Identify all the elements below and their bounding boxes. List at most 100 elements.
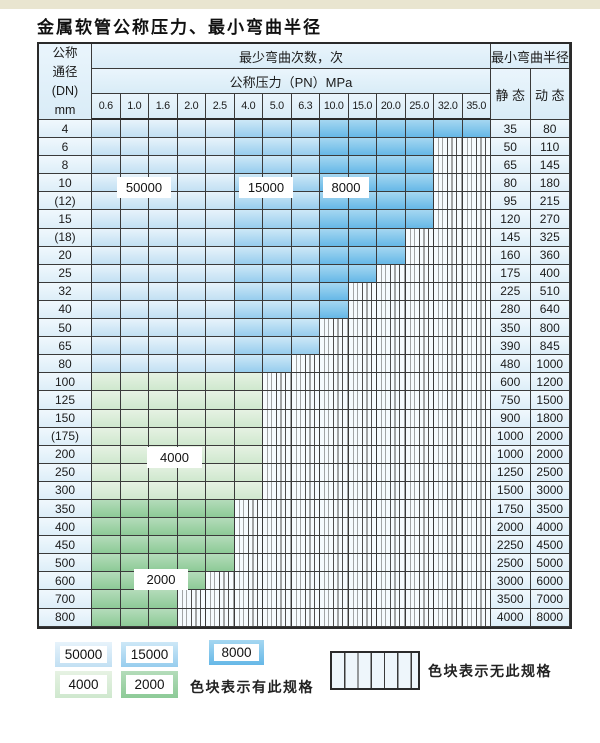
no-spec-cell [320, 481, 349, 500]
spec-cell [149, 536, 178, 555]
spec-cell [206, 409, 235, 428]
dynamic-value: 6000 [530, 572, 570, 591]
spec-cell [291, 300, 320, 320]
no-spec-cell [434, 391, 463, 410]
no-spec-cell [434, 210, 463, 229]
spec-cell [263, 300, 292, 320]
static-value: 35 [491, 120, 531, 139]
no-spec-cell [405, 246, 434, 265]
no-spec-cell [234, 554, 263, 573]
spec-cell [291, 337, 320, 356]
static-value: 175 [491, 264, 531, 283]
spec-cell [263, 319, 292, 338]
no-spec-cell [263, 463, 292, 482]
spec-cell [462, 120, 491, 139]
spec-cell [234, 445, 263, 464]
no-spec-cell [434, 174, 463, 193]
no-spec-cell [434, 319, 463, 338]
spec-cell [405, 120, 434, 139]
dn-row-label: 8 [39, 156, 92, 175]
dn-row-label: 450 [39, 536, 92, 555]
spec-cell [177, 373, 206, 392]
spec-cell [149, 264, 178, 283]
spec-cell [177, 319, 206, 338]
no-spec-cell [377, 264, 406, 283]
no-spec-cell [462, 445, 491, 464]
dn-header: 公称 通径 (DN) mm [39, 44, 92, 120]
pressure-column-header: 15.0 [348, 94, 377, 120]
spec-cell [92, 246, 121, 265]
spec-cell [177, 409, 206, 428]
no-spec-cell [320, 355, 349, 374]
no-spec-cell [377, 427, 406, 446]
dn-row-label: 150 [39, 409, 92, 428]
dn-row-label: 300 [39, 481, 92, 500]
no-spec-cell [462, 228, 491, 247]
no-spec-cell [434, 192, 463, 211]
spec-table: 公称 通径 (DN) mm 最少弯曲次数，次 最小弯曲半径 公称压力（PN）MPa 静 态动 … [37, 42, 572, 629]
no-spec-cell [434, 228, 463, 247]
spec-cell [291, 120, 320, 139]
no-spec-cell [434, 590, 463, 609]
spec-cell [234, 282, 263, 301]
no-spec-cell [263, 499, 292, 519]
no-spec-cell [462, 246, 491, 265]
no-spec-cell [348, 337, 377, 356]
spec-cell [149, 138, 178, 157]
spec-cell [149, 373, 178, 392]
dynamic-value: 1800 [530, 409, 570, 428]
pressure-column-header: 1.6 [149, 94, 178, 120]
spec-cell [177, 391, 206, 410]
no-spec-cell [320, 463, 349, 482]
spec-cell [263, 264, 292, 283]
spec-cell [177, 138, 206, 157]
spec-cell [149, 319, 178, 338]
spec-cell [120, 536, 149, 555]
no-spec-cell [291, 608, 320, 627]
dn-row-label: 250 [39, 463, 92, 482]
legend-swatch: 8000 [209, 640, 264, 665]
no-spec-cell [291, 536, 320, 555]
dn-row-label: (18) [39, 228, 92, 247]
no-spec-cell [462, 499, 491, 519]
spec-cell [348, 120, 377, 139]
spec-cell [92, 120, 121, 139]
spec-cell [320, 210, 349, 229]
no-spec-cell [320, 518, 349, 537]
spec-cell [177, 300, 206, 320]
no-spec-cell [462, 427, 491, 446]
no-spec-cell [263, 536, 292, 555]
spec-cell [120, 138, 149, 157]
spec-cell [377, 228, 406, 247]
static-value: 80 [491, 174, 531, 193]
no-spec-cell [263, 590, 292, 609]
spec-cell [177, 427, 206, 446]
no-spec-cell [234, 536, 263, 555]
spec-cell [92, 228, 121, 247]
legend-no-spec-swatch [330, 651, 420, 690]
region-count-label: 8000 [323, 177, 369, 198]
spec-cell [206, 192, 235, 211]
spec-cell [120, 499, 149, 519]
no-spec-cell [234, 608, 263, 627]
static-value: 480 [491, 355, 531, 374]
dynamic-value: 215 [530, 192, 570, 211]
spec-cell [320, 138, 349, 157]
no-spec-cell [263, 427, 292, 446]
no-spec-cell [291, 590, 320, 609]
no-spec-cell [348, 590, 377, 609]
spec-cell [149, 156, 178, 175]
no-spec-cell [348, 481, 377, 500]
no-spec-cell [377, 445, 406, 464]
spec-cell [291, 174, 320, 193]
no-spec-cell [291, 554, 320, 573]
no-spec-cell [377, 373, 406, 392]
min-bend-cycles-header: 最少弯曲次数，次 [92, 44, 491, 69]
spec-cell [206, 174, 235, 193]
no-spec-cell [434, 138, 463, 157]
no-spec-cell [405, 319, 434, 338]
no-spec-cell [462, 319, 491, 338]
spec-cell [149, 120, 178, 139]
no-spec-cell [462, 572, 491, 591]
no-spec-cell [405, 590, 434, 609]
